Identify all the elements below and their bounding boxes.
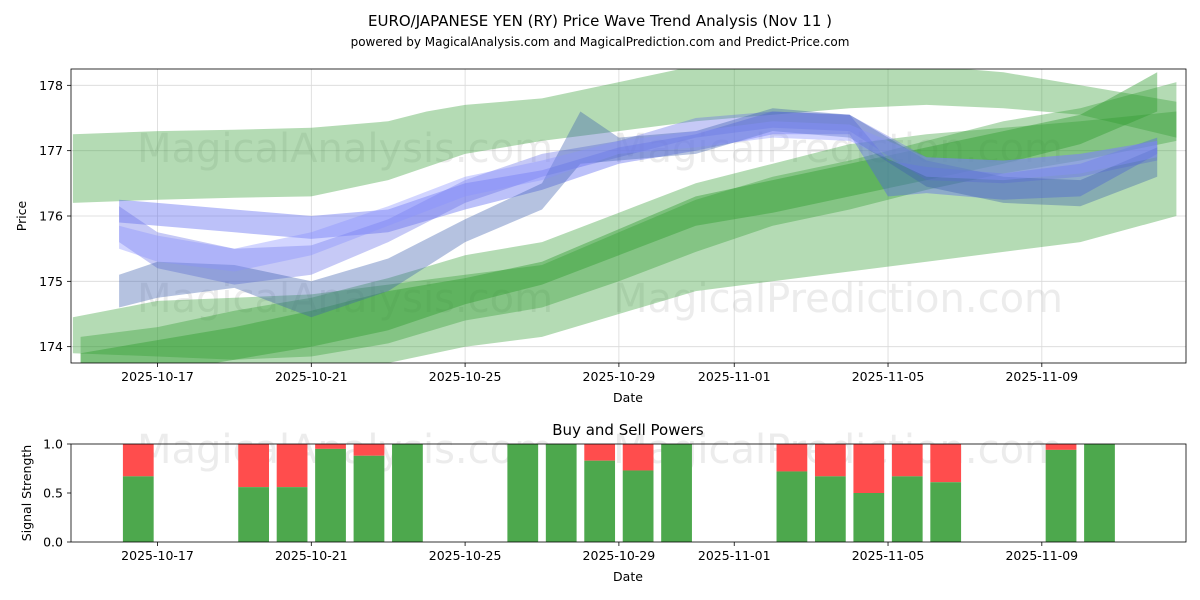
green-band-1 (72, 69, 1177, 203)
price-x-axis-label: Date (613, 390, 643, 405)
sell-bar (853, 444, 885, 493)
price-y-axis-label: Price (14, 200, 29, 231)
buy-bar (930, 482, 962, 542)
signal-x-tick-label: 2025-11-05 (852, 548, 925, 563)
price-x-tick-label: 2025-10-25 (429, 369, 502, 384)
buy-bar (315, 448, 346, 542)
signal-x-tick-label: 2025-10-25 (429, 548, 502, 563)
buy-bar (1045, 449, 1077, 542)
price-y-tick-label: 177 (39, 143, 63, 158)
buy-bar (776, 471, 808, 542)
buy-bar (122, 476, 154, 542)
green-band-3 (80, 111, 1177, 363)
sell-bar (238, 444, 270, 488)
blue-band-3 (119, 108, 1158, 318)
signal-x-axis-label: Date (613, 569, 643, 584)
signal-x-tick-label: 2025-11-09 (1005, 548, 1078, 563)
signal-x-tick-label: 2025-10-21 (275, 548, 348, 563)
price-x-ticks: 2025-10-17 2025-10-21 2025-10-25 2025-10-29… (121, 363, 1078, 384)
price-grid (71, 69, 1186, 363)
signal-y-ticks: 0.0 0.5 1.0 (43, 437, 71, 550)
buy-bar (1084, 444, 1115, 542)
buy-bar (238, 487, 270, 542)
green-band-2 (72, 82, 1177, 360)
buy-bar (891, 476, 923, 542)
price-x-tick-label: 2025-10-21 (275, 369, 348, 384)
signal-x-tick-label: 2025-10-29 (583, 548, 656, 563)
buy-bar (814, 476, 846, 542)
price-x-tick-label: 2025-10-17 (121, 369, 194, 384)
sell-bar (776, 444, 808, 472)
signal-x-ticks: 2025-10-17 2025-10-21 2025-10-25 2025-10-29… (121, 542, 1078, 563)
price-y-tick-label: 174 (39, 339, 63, 354)
chart-subtitle: powered by MagicalAnalysis.com and Magic… (351, 35, 850, 49)
price-x-tick-label: 2025-11-01 (698, 369, 771, 384)
sell-bar (1045, 444, 1077, 450)
buy-bar (545, 444, 577, 542)
signal-x-tick-label: 2025-10-17 (121, 548, 194, 563)
signal-y-tick-label: 0.5 (43, 486, 63, 501)
signal-y-axis-label: Signal Strength (19, 445, 34, 541)
signal-chart-title: Buy and Sell Powers (552, 421, 704, 439)
price-x-tick-label: 2025-11-05 (852, 369, 925, 384)
signal-bars (122, 444, 1115, 542)
buy-bar (584, 460, 616, 542)
price-y-tick-label: 175 (39, 274, 63, 289)
price-chart: MagicalAnalysis.com MagicalPrediction.co… (14, 68, 1187, 405)
price-x-tick-label: 2025-11-09 (1005, 369, 1078, 384)
signal-y-tick-label: 0.0 (43, 535, 63, 550)
blue-band-2 (119, 111, 1158, 285)
signal-chart: Buy and Sell Powers MagicalAnalysis.com … (19, 421, 1187, 584)
sell-bar (122, 444, 154, 477)
sell-bar (891, 444, 923, 477)
sell-bar (276, 444, 308, 488)
buy-bar (622, 470, 654, 542)
price-watermark-2: MagicalPrediction.com (613, 126, 1063, 172)
price-y-tick-label: 178 (39, 78, 63, 93)
sell-bar (584, 444, 616, 461)
sell-bar (315, 444, 346, 449)
price-bands (72, 69, 1177, 363)
buy-bar (853, 493, 885, 542)
buy-bar (353, 455, 385, 542)
buy-bar (661, 444, 692, 542)
buy-bar (276, 487, 308, 542)
price-y-ticks: 174 175 176 177 178 (39, 78, 71, 354)
blue-band-1 (119, 111, 1158, 239)
blue-band-4 (119, 121, 1158, 272)
price-x-tick-label: 2025-10-29 (583, 369, 656, 384)
sell-bar (814, 444, 846, 477)
buy-bar (392, 444, 423, 542)
price-watermark-4: MagicalPrediction.com (613, 276, 1063, 322)
signal-x-tick-label: 2025-11-01 (698, 548, 771, 563)
price-watermark-3: MagicalAnalysis.com (137, 276, 553, 322)
price-watermark-1: MagicalAnalysis.com (137, 126, 553, 172)
buy-bar (507, 444, 539, 542)
sell-bar (930, 444, 962, 483)
sell-bar (353, 444, 385, 456)
price-y-tick-label: 176 (39, 209, 63, 224)
chart-title: EURO/JAPANESE YEN (RY) Price Wave Trend … (368, 12, 832, 30)
sell-bar (622, 444, 654, 471)
signal-y-tick-label: 1.0 (43, 437, 63, 452)
